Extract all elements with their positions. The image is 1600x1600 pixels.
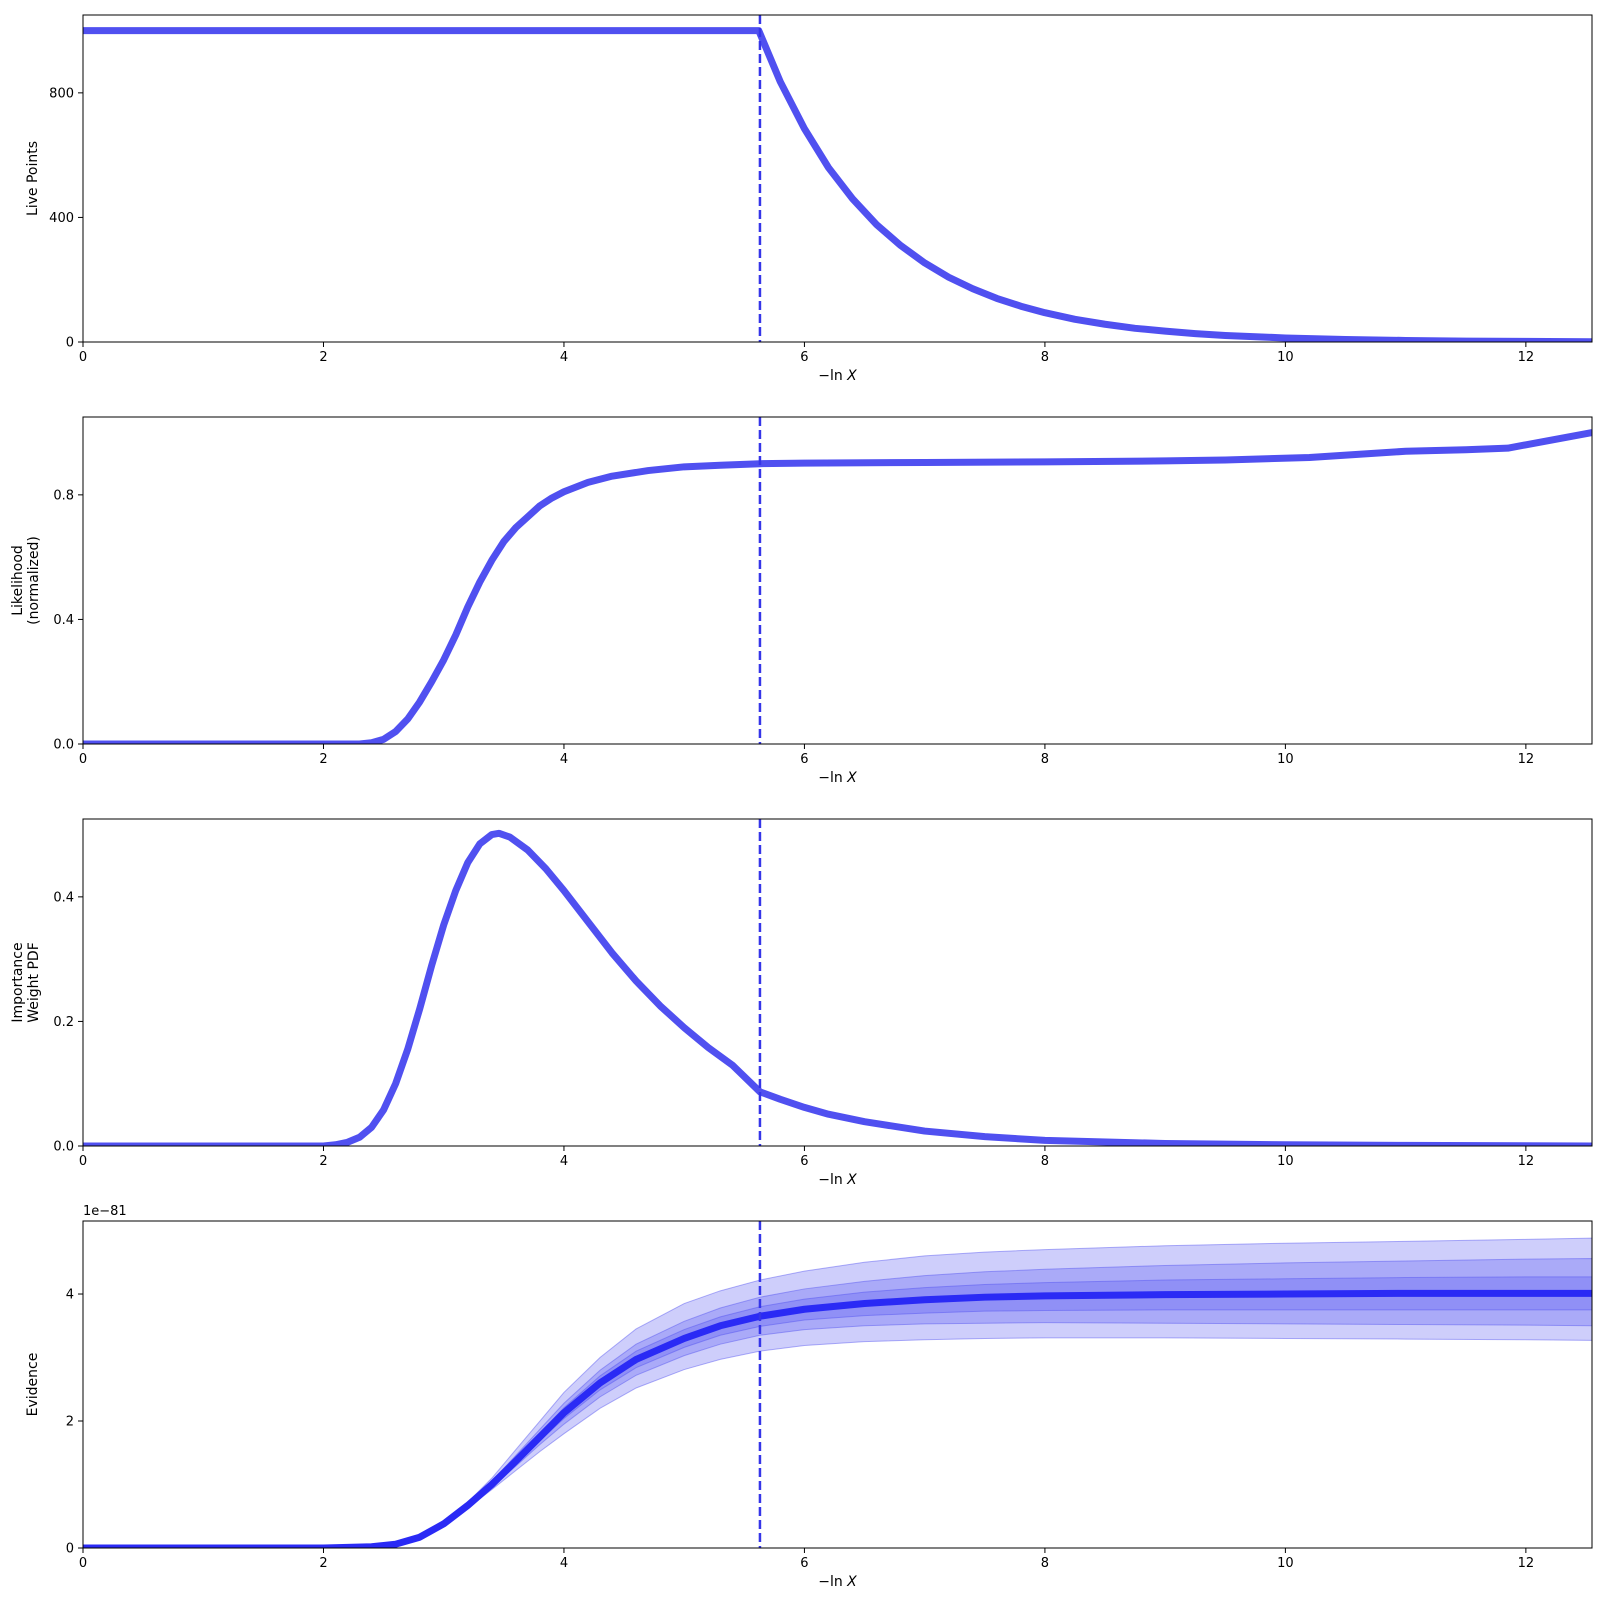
confidence-band-2 (83, 1257, 1592, 1548)
x-tick-label: 6 (800, 350, 808, 365)
x-tick-label: 8 (1041, 1556, 1049, 1571)
x-tick-label: 8 (1041, 350, 1049, 365)
x-tick-label: 10 (1277, 1556, 1294, 1571)
x-tick-label: 6 (800, 1556, 808, 1571)
x-tick-label: 4 (560, 1154, 568, 1169)
x-tick-label: 8 (1041, 1154, 1049, 1169)
x-tick-label: 6 (800, 752, 808, 767)
y-tick-label: 0 (66, 1542, 74, 1557)
x-axis-label: −ln X (818, 1172, 857, 1188)
x-axis-label: −ln X (818, 1574, 857, 1590)
x-tick-label: 8 (1041, 752, 1049, 767)
x-tick-label: 10 (1277, 1154, 1294, 1169)
axes-frame (82, 14, 1593, 343)
plot-area (83, 15, 1592, 342)
y-axis-label: Evidence (25, 1353, 41, 1417)
y-axis-label: Likelihood(normalized) (10, 536, 42, 625)
x-axis-label: −ln X (818, 368, 857, 384)
plot-area (83, 819, 1592, 1146)
confidence-band-1 (83, 1237, 1592, 1548)
x-tick-label: 0 (79, 1154, 87, 1169)
x-tick-label: 0 (79, 752, 87, 767)
y-tick-label: 2 (66, 1415, 74, 1430)
x-tick-label: 4 (560, 350, 568, 365)
y-axis-multiplier: 1e−81 (83, 1204, 127, 1219)
y-axis-label: ImportanceWeight PDF (10, 942, 42, 1023)
x-tick-label: 0 (79, 1556, 87, 1571)
x-axis-label: −ln X (818, 770, 857, 786)
x-tick-label: 2 (319, 1154, 327, 1169)
x-tick-label: 2 (319, 752, 327, 767)
panel-2: 0 2 4 6 8 10 12 0.0 0.4 0.8 −ln X Likelihood(normal… (10, 416, 1593, 786)
axes-frame (82, 1220, 1593, 1549)
y-tick-label: 0 (66, 336, 74, 351)
x-tick-label: 4 (560, 752, 568, 767)
x-tick-label: 6 (800, 1154, 808, 1169)
axes-frame (82, 818, 1593, 1147)
series-line (83, 829, 1592, 1146)
y-tick-label: 800 (49, 86, 74, 101)
x-tick-label: 12 (1518, 1154, 1535, 1169)
y-tick-label: 0.0 (53, 738, 74, 753)
x-tick-label: 10 (1277, 350, 1294, 365)
panel-3: 0 2 4 6 8 10 12 0.0 0.2 0.4 −ln X ImportanceWeight … (10, 818, 1593, 1188)
series-line (83, 429, 1592, 744)
panel-1: 0 2 4 6 8 10 12 0 400 800 −ln X Live Points (25, 14, 1593, 384)
x-tick-label: 12 (1518, 350, 1535, 365)
x-tick-label: 0 (79, 350, 87, 365)
plot-area (83, 417, 1592, 744)
x-tick-label: 4 (560, 1556, 568, 1571)
plot-area (83, 1221, 1592, 1548)
y-tick-label: 0.4 (53, 890, 74, 905)
x-tick-label: 2 (319, 1556, 327, 1571)
y-axis-label: Live Points (25, 141, 41, 216)
x-tick-label: 2 (319, 350, 327, 365)
x-tick-label: 10 (1277, 752, 1294, 767)
y-tick-label: 0.8 (53, 488, 74, 503)
y-tick-label: 400 (49, 211, 74, 226)
series-line (83, 27, 1592, 342)
panel-4: 0 2 4 6 8 10 12 0 2 4 −ln X Evidence 1e−81 (25, 1204, 1593, 1590)
x-tick-label: 12 (1518, 1556, 1535, 1571)
x-tick-label: 12 (1518, 752, 1535, 767)
axes-frame (82, 416, 1593, 745)
y-tick-label: 0.0 (53, 1140, 74, 1155)
y-tick-label: 0.2 (53, 1015, 74, 1030)
series-line (83, 1289, 1592, 1548)
y-tick-label: 0.4 (53, 613, 74, 628)
y-tick-label: 4 (66, 1288, 74, 1303)
